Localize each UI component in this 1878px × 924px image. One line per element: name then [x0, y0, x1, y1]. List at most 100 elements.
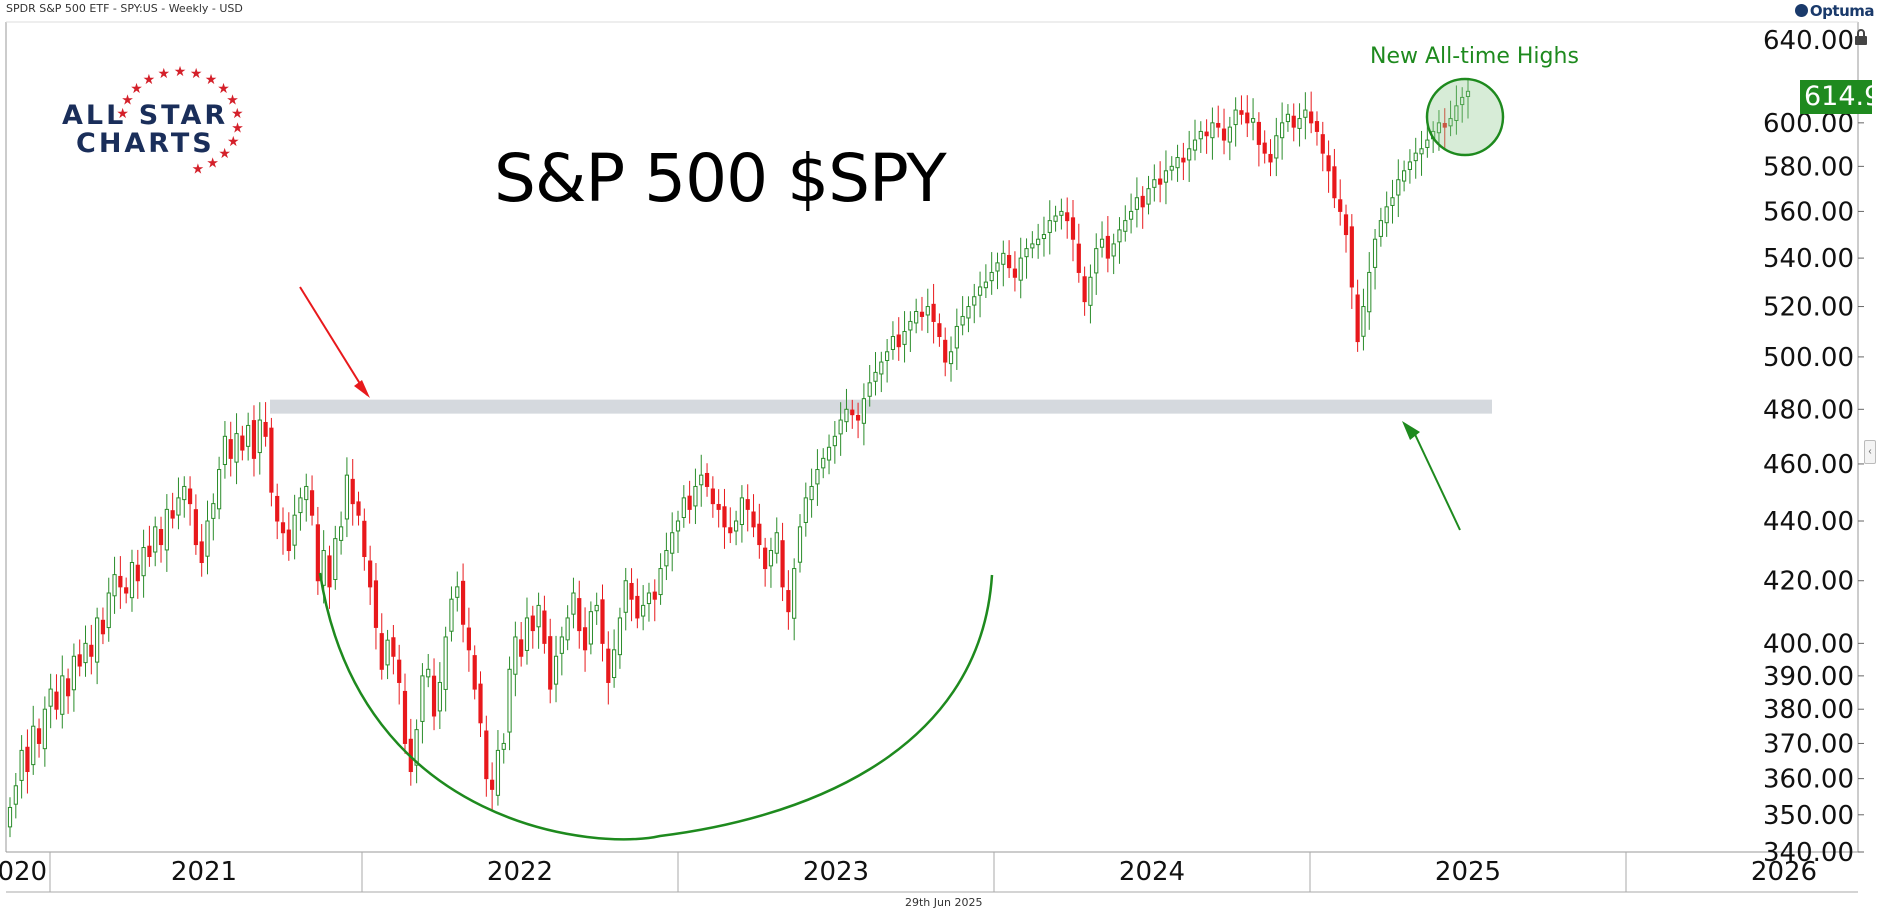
x-tick-label: 2026	[1751, 857, 1817, 887]
candle-body	[437, 681, 442, 712]
candle-body	[635, 595, 640, 619]
candle-body	[1320, 134, 1325, 154]
candle-body	[7, 806, 13, 828]
logo-star: ★	[217, 80, 230, 96]
candle-body	[739, 497, 745, 526]
candle-body	[501, 742, 506, 750]
rounded-bottom-arc	[318, 572, 994, 841]
candle-body	[954, 325, 959, 349]
candle-body	[1158, 178, 1163, 185]
candle-body	[693, 485, 698, 507]
candle-body	[426, 668, 431, 678]
candle-body	[443, 636, 448, 690]
candle-body	[1419, 148, 1424, 155]
candle-body	[54, 691, 59, 710]
candle-body	[211, 503, 216, 519]
candle-body	[803, 497, 808, 523]
candle-body	[600, 599, 605, 644]
candle-body	[199, 541, 204, 564]
x-tick-label: 2022	[487, 857, 553, 887]
optuma-brand: Optuma	[1794, 2, 1875, 20]
candles-layer	[7, 78, 1471, 838]
chevron-left-icon[interactable]: ‹	[1864, 440, 1876, 464]
candle-body	[280, 522, 286, 534]
y-tick-label: 460.00	[1763, 450, 1854, 480]
candle-body	[861, 398, 866, 424]
y-tick-label: 350.00	[1763, 801, 1854, 831]
candle-body	[1181, 157, 1186, 163]
candle-body	[1390, 197, 1395, 206]
candle-body	[1343, 214, 1349, 236]
candle-body	[763, 547, 768, 570]
candle-body	[170, 510, 175, 519]
candle-body	[1018, 257, 1023, 281]
y-tick-label: 340.00	[1763, 838, 1854, 868]
candle-body	[797, 526, 803, 563]
candle-body	[48, 688, 53, 707]
candle-body	[1378, 220, 1383, 237]
chart-title: S&P 500 $SPY	[494, 140, 947, 217]
bottom-date: 29th Jun 2025	[905, 896, 983, 909]
candle-body	[391, 637, 396, 657]
candle-body	[902, 330, 907, 345]
candle-body	[1436, 122, 1442, 134]
candle-body	[19, 749, 24, 781]
candle-body	[908, 320, 913, 331]
candle-body	[1367, 271, 1372, 313]
candle-body	[838, 419, 843, 435]
lock-icon[interactable]	[1854, 28, 1868, 46]
candle-body	[164, 508, 169, 551]
candle-body	[577, 598, 582, 632]
candle-body	[885, 351, 890, 362]
candle-body	[205, 520, 210, 557]
candle-body	[896, 334, 901, 348]
green-arrow	[1411, 427, 1461, 531]
candle-body	[675, 520, 681, 532]
candle-body	[1210, 122, 1215, 139]
candle-body	[1442, 122, 1447, 128]
candle-body	[553, 655, 559, 685]
candle-body	[1076, 243, 1081, 273]
candle-body	[1041, 234, 1047, 240]
candle-body	[757, 523, 762, 546]
brand-label: Optuma	[1809, 2, 1875, 20]
candle-body	[1123, 220, 1128, 232]
candle-body	[1227, 126, 1232, 143]
candle-body	[263, 421, 268, 437]
candle-body	[118, 575, 123, 588]
candle-body	[594, 604, 599, 612]
logo-star: ★	[206, 154, 219, 170]
candle-body	[1111, 243, 1116, 257]
candle-body	[850, 409, 855, 416]
logo-stars-icon: ★★★★ ★ ★ ★ ★★★★★★★★★	[116, 66, 243, 176]
candle-body	[368, 560, 373, 588]
candle-body	[286, 529, 291, 552]
candle-body	[350, 478, 355, 505]
candle-body	[495, 749, 501, 796]
candle-body	[774, 532, 779, 554]
candle-body	[1338, 199, 1343, 212]
y-tick-label: 500.00	[1763, 343, 1854, 373]
candle-body	[292, 514, 297, 546]
candle-body	[1250, 118, 1256, 123]
candle-body	[1163, 170, 1169, 183]
y-tick-label: 560.00	[1763, 197, 1854, 227]
candle-body	[31, 725, 36, 766]
candle-body	[60, 675, 65, 715]
y-tick-label: 420.00	[1763, 567, 1854, 597]
candle-body	[623, 580, 628, 613]
candle-body	[1245, 112, 1250, 124]
candle-body	[646, 592, 652, 605]
candle-body	[983, 281, 988, 289]
candle-body	[1349, 226, 1354, 288]
logo-star: ★	[174, 66, 187, 79]
y-tick-label: 440.00	[1763, 507, 1854, 537]
green-arrow-head	[1402, 421, 1420, 440]
candle-body	[1128, 210, 1134, 220]
candle-body	[234, 433, 239, 463]
candle-body	[1413, 152, 1418, 162]
candle-body	[257, 419, 262, 454]
candle-body	[431, 675, 437, 717]
